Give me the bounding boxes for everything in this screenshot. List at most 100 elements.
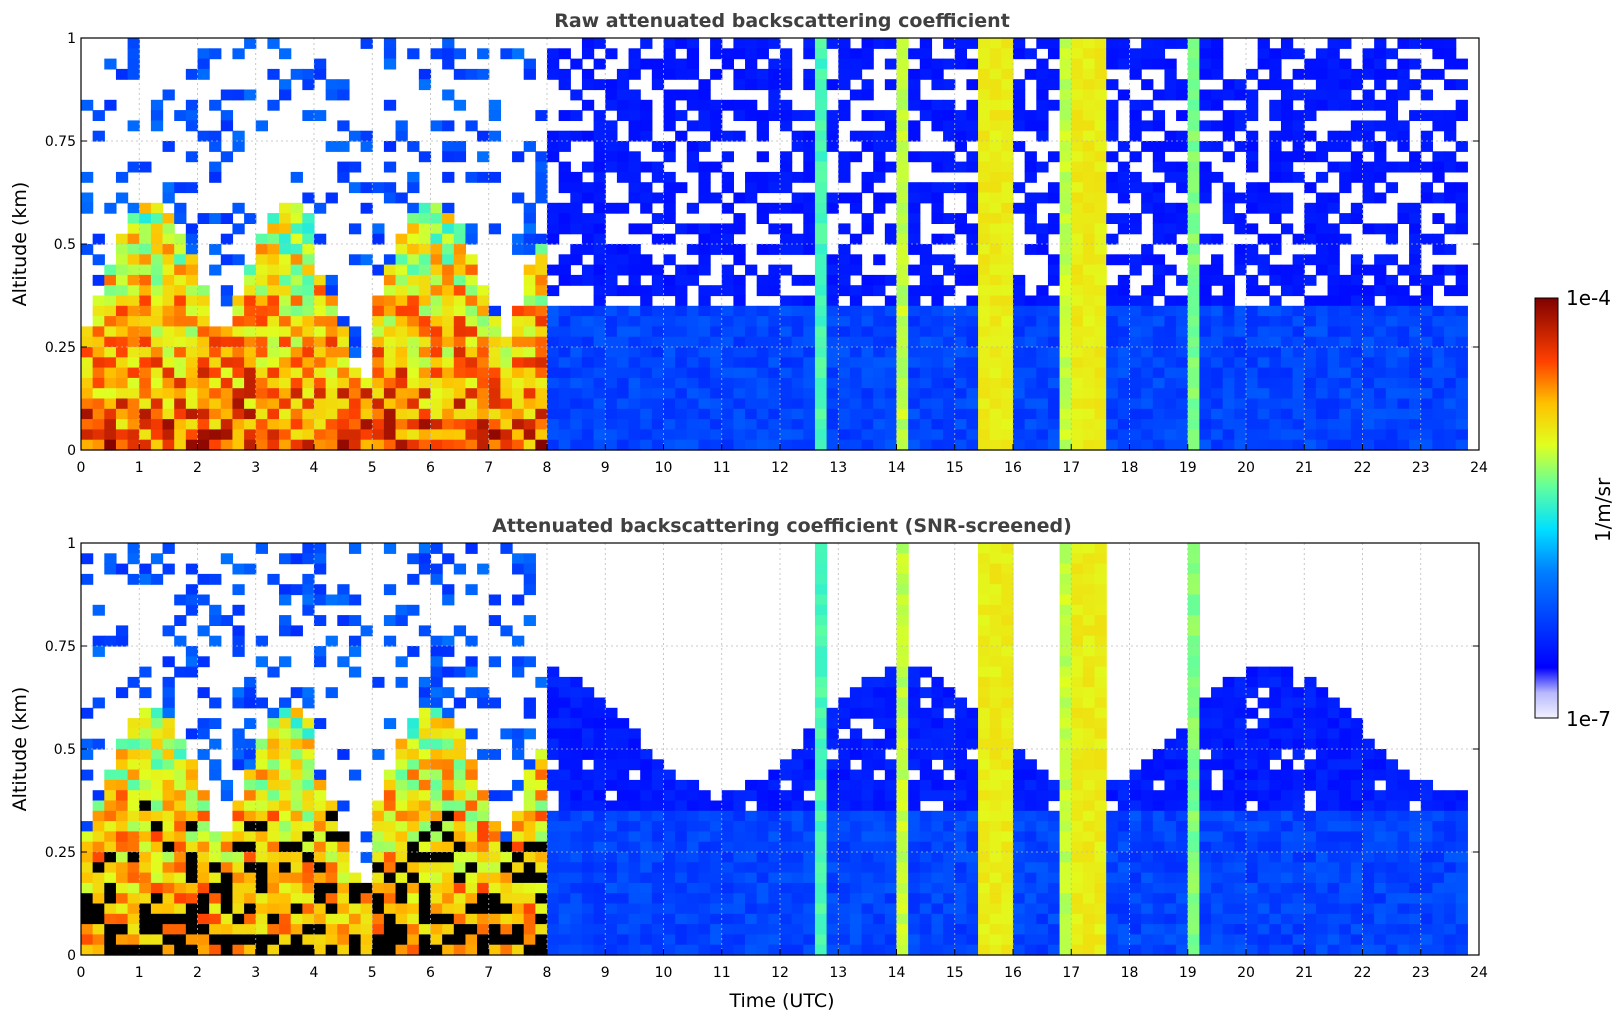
heatmap-cell [791,141,804,152]
heatmap-cell [372,305,385,317]
heatmap-cell [721,944,734,956]
heatmap-cell [1420,182,1433,194]
heatmap-cell [1432,439,1445,451]
heatmap-cell [826,718,839,729]
heatmap-cell [861,285,874,297]
heatmap-cell [616,285,630,297]
heatmap-cell [139,903,152,915]
heatmap-cell [1059,38,1072,49]
heatmap-cell [220,120,234,132]
heatmap-cell [849,841,863,853]
heatmap-cell [616,779,630,791]
heatmap-cell [966,182,979,194]
heatmap-cell [418,687,432,699]
heatmap-cell [512,244,525,255]
heatmap-cell [383,38,397,49]
heatmap-cell [407,336,420,348]
heatmap-cell [1420,347,1433,358]
heatmap-cell [849,779,863,791]
heatmap-cell [1024,439,1037,451]
heatmap-cell [465,656,478,668]
heatmap-cell [1024,223,1037,235]
heatmap-cell [150,553,164,565]
heatmap-cell [640,841,653,853]
heatmap-cell [442,882,455,894]
heatmap-cell [407,790,420,802]
heatmap-cell [756,429,769,441]
heatmap-cell [1059,141,1072,152]
heatmap-cell [314,594,327,606]
heatmap-cell [1222,357,1235,369]
heatmap-cell [477,429,490,441]
heatmap-cell [418,738,432,750]
heatmap-cell [1001,58,1014,70]
heatmap-cell [500,913,513,925]
heatmap-cell [1141,285,1154,297]
heatmap-cell [465,913,478,925]
heatmap-cell [570,130,583,142]
heatmap-cell [1339,99,1352,111]
heatmap-cell [232,295,245,307]
heatmap-cell [162,862,175,874]
heatmap-cell [104,800,117,812]
heatmap-cell [395,604,408,616]
heatmap-cell [640,439,653,451]
heatmap-cell [908,79,921,91]
heatmap-cell [197,439,210,451]
heatmap-cell [92,305,105,317]
heatmap-cell [1001,161,1014,173]
heatmap-cell [1129,316,1142,327]
heatmap-cell [663,408,676,420]
heatmap-cell [337,934,350,946]
heatmap-cell [1280,264,1294,276]
heatmap-cell [558,419,571,430]
heatmap-cell [1176,130,1189,142]
heatmap-cell [651,913,665,925]
heatmap-cell [383,852,397,863]
heatmap-cell [1047,213,1061,224]
heatmap-cell [605,718,618,729]
heatmap-cell [593,800,606,812]
heatmap-cell [209,408,222,420]
heatmap-cell [1106,316,1119,327]
heatmap-cell [966,357,979,369]
heatmap-cell [1059,305,1072,317]
heatmap-cell [989,295,1002,307]
heatmap-cell [150,367,164,379]
heatmap-cell [838,800,851,812]
heatmap-cell [1164,316,1177,327]
heatmap-cell [1164,202,1177,214]
heatmap-cell [1315,213,1329,224]
heatmap-cell [640,862,653,874]
heatmap-cell [954,316,967,327]
heatmap-cell [1047,377,1061,389]
heatmap-cell [989,357,1002,369]
heatmap-cell [1292,429,1305,441]
heatmap-cell [966,58,979,70]
heatmap-cell [1059,202,1072,214]
heatmap-cell [570,367,583,379]
heatmap-cell [220,347,234,358]
heatmap-cell [640,408,653,420]
heatmap-cell [1385,439,1399,451]
heatmap-cell [430,295,443,307]
heatmap-cell [523,68,536,80]
heatmap-cell [1106,182,1119,194]
heatmap-cell [500,841,513,853]
heatmap-cell [570,749,583,760]
heatmap-cell [989,305,1002,317]
heatmap-cell [908,285,921,297]
heatmap-cell [698,913,711,925]
heatmap-cell [139,274,152,286]
heatmap-cell [302,398,315,410]
heatmap-cell [150,305,164,317]
heatmap-cell [500,934,513,946]
heatmap-cell [849,749,863,760]
heatmap-cell [453,749,467,760]
heatmap-cell [430,738,443,750]
heatmap-cell [290,924,303,935]
heatmap-cell [733,852,746,863]
heatmap-cell [244,810,257,822]
heatmap-cell [1420,130,1433,142]
heatmap-cell [745,347,758,358]
